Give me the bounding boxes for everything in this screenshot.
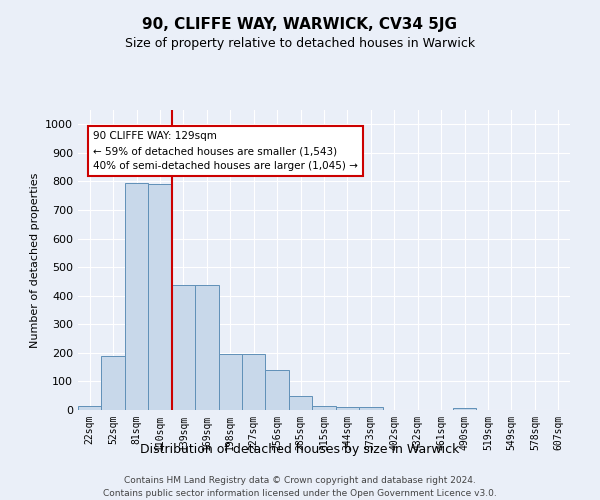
Bar [289,396,312,410]
Text: 90 CLIFFE WAY: 129sqm
← 59% of detached houses are smaller (1,543)
40% of semi-d: 90 CLIFFE WAY: 129sqm ← 59% of detached … [93,132,358,171]
Bar [195,285,218,410]
Bar [172,285,195,410]
Bar [336,407,359,410]
Text: Size of property relative to detached houses in Warwick: Size of property relative to detached ho… [125,38,475,51]
Bar [242,354,265,410]
Y-axis label: Number of detached properties: Number of detached properties [29,172,40,348]
Bar [265,370,289,410]
Bar [218,354,242,410]
Bar [101,356,125,410]
Bar [453,408,476,410]
Text: Distribution of detached houses by size in Warwick: Distribution of detached houses by size … [140,442,460,456]
Bar [125,184,148,410]
Bar [78,406,101,410]
Bar [359,407,383,410]
Bar [148,184,172,410]
Text: 90, CLIFFE WAY, WARWICK, CV34 5JG: 90, CLIFFE WAY, WARWICK, CV34 5JG [143,18,458,32]
Text: Contains HM Land Registry data © Crown copyright and database right 2024.
Contai: Contains HM Land Registry data © Crown c… [103,476,497,498]
Bar [312,406,336,410]
